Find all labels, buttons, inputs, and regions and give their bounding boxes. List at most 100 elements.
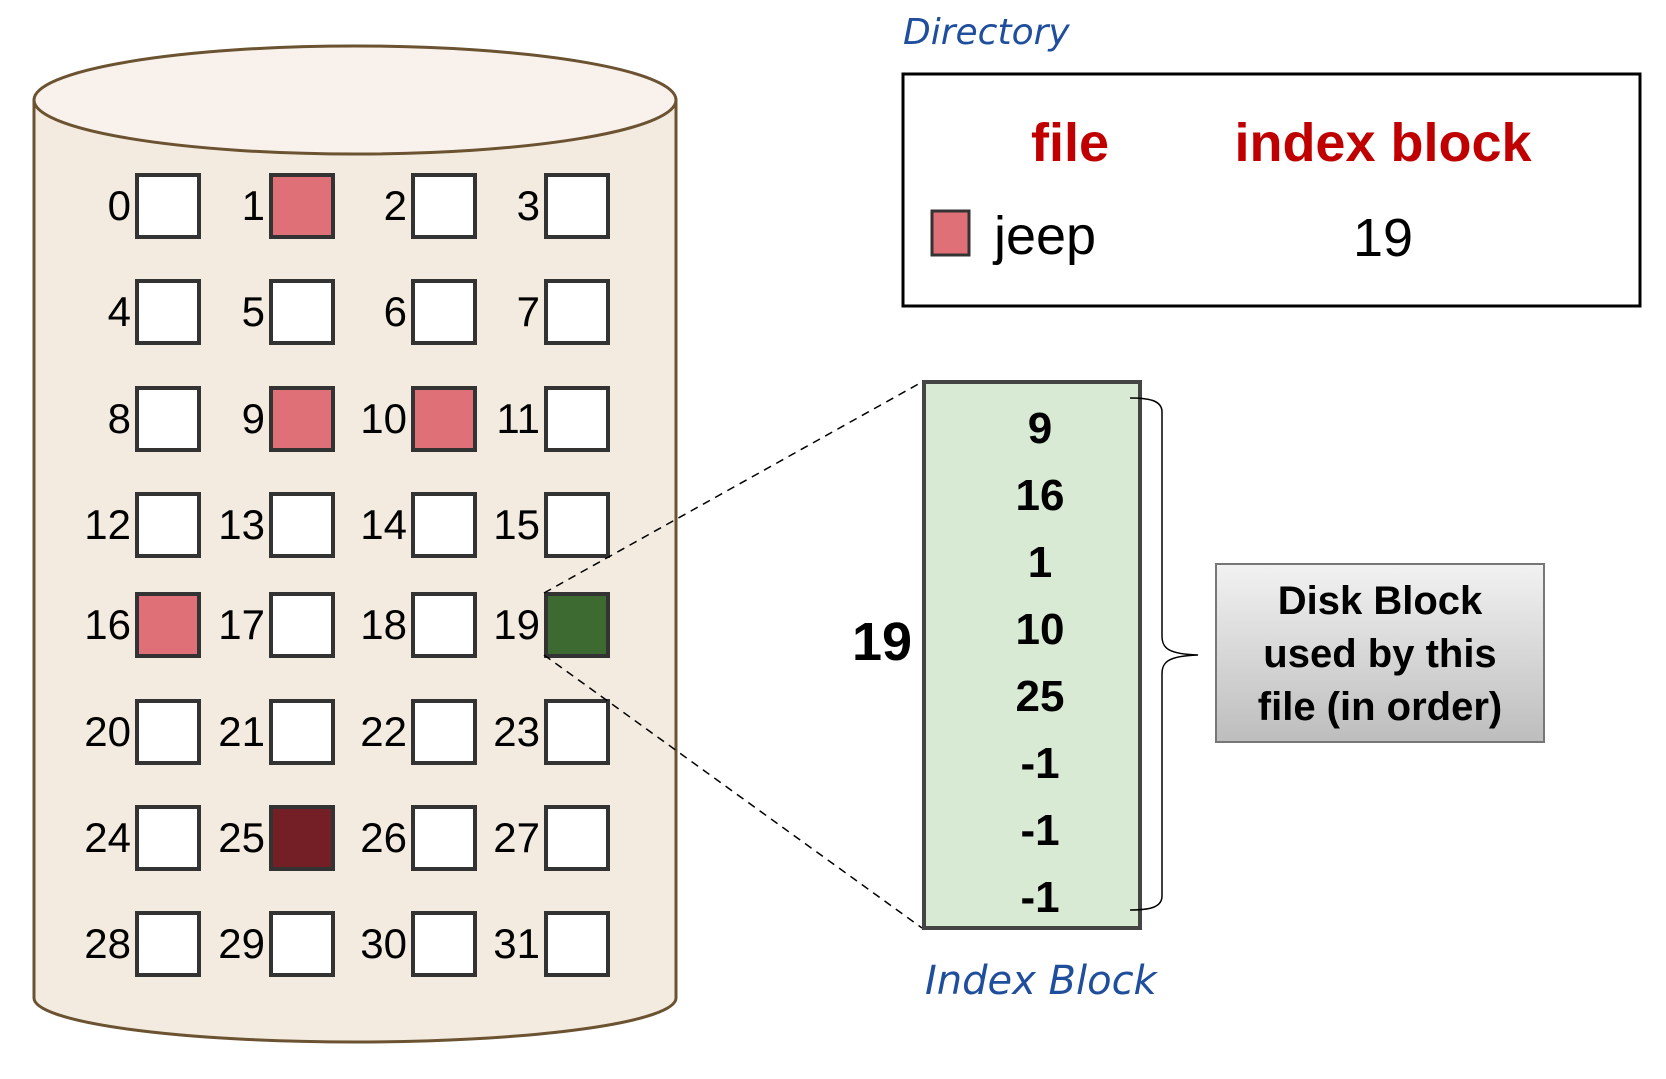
disk-block-number: 25 bbox=[218, 814, 265, 861]
disk-block: 24 bbox=[84, 805, 201, 871]
index-block-box bbox=[922, 380, 1142, 930]
disk-block-box bbox=[135, 386, 201, 452]
disk-block-box bbox=[269, 386, 335, 452]
disk-block-number: 16 bbox=[84, 601, 131, 648]
disk-block-number: 19 bbox=[493, 601, 540, 648]
disk-block: 15 bbox=[493, 492, 610, 558]
disk-block: 7 bbox=[517, 279, 610, 345]
disk-block: 23 bbox=[493, 699, 610, 765]
disk-block: 11 bbox=[496, 386, 610, 452]
directory-label: Directory bbox=[903, 12, 1070, 53]
disk-block-number: 15 bbox=[493, 501, 540, 548]
disk-block-number: 17 bbox=[218, 601, 265, 648]
disk-block-number: 27 bbox=[493, 814, 540, 861]
disk-block-box bbox=[269, 699, 335, 765]
disk-block-number: 10 bbox=[360, 395, 407, 442]
disk-block: 31 bbox=[493, 911, 610, 977]
disk-block-box bbox=[411, 279, 477, 345]
disk-block: 21 bbox=[218, 699, 335, 765]
disk-block-number: 28 bbox=[84, 920, 131, 967]
index-block: 19 9 16 1 10 25 -1 -1 -1 Index Block bbox=[852, 380, 1159, 1004]
index-entry: -1 bbox=[1020, 806, 1059, 855]
disk-block-number: 1 bbox=[242, 182, 265, 229]
disk-block-box bbox=[411, 386, 477, 452]
directory-row-index-block: 19 bbox=[1353, 208, 1413, 268]
jeep-color-swatch bbox=[930, 209, 971, 257]
disk-block-box bbox=[135, 279, 201, 345]
directory-header-file: file bbox=[1031, 113, 1109, 173]
zoom-line-top bbox=[543, 381, 923, 594]
disk-block: 18 bbox=[360, 592, 477, 658]
directory: Directory file index block jeep 19 bbox=[901, 12, 1642, 308]
disk-block-number: 2 bbox=[384, 182, 407, 229]
disk-block: 2 bbox=[384, 173, 477, 239]
zoom-lines bbox=[543, 381, 923, 929]
disk-block: 16 bbox=[84, 592, 201, 658]
disk-block-box bbox=[544, 279, 610, 345]
disk-block-number: 13 bbox=[218, 501, 265, 548]
disk-block: 20 bbox=[84, 699, 201, 765]
disk-block-box bbox=[544, 911, 610, 977]
disk-block-box bbox=[135, 911, 201, 977]
curly-brace bbox=[1129, 397, 1199, 911]
disk-block-box bbox=[411, 492, 477, 558]
disk-block-box bbox=[544, 492, 610, 558]
disk-block: 10 bbox=[360, 386, 477, 452]
callout-line-2: used by this bbox=[1263, 632, 1496, 676]
disk-block-box bbox=[411, 699, 477, 765]
index-block-label: Index Block bbox=[925, 958, 1159, 1004]
index-entry: 1 bbox=[1028, 538, 1052, 587]
disk-block: 28 bbox=[84, 911, 201, 977]
disk-block: 9 bbox=[242, 386, 335, 452]
disk-block-box bbox=[411, 173, 477, 239]
disk-block-number: 31 bbox=[493, 920, 540, 967]
disk-block-box bbox=[269, 805, 335, 871]
disk-block-number: 22 bbox=[360, 708, 407, 755]
disk-block-number: 14 bbox=[360, 501, 407, 548]
directory-table bbox=[901, 72, 1642, 308]
disk-block-box bbox=[135, 492, 201, 558]
zoom-line-bottom bbox=[543, 654, 923, 929]
disk-block-box bbox=[544, 386, 610, 452]
disk-block-number: 30 bbox=[360, 920, 407, 967]
disk-block: 5 bbox=[242, 279, 335, 345]
disk-block: 8 bbox=[108, 386, 201, 452]
disk-block-number: 4 bbox=[108, 288, 131, 335]
disk-block: 12 bbox=[84, 492, 201, 558]
callout-line-3: file (in order) bbox=[1258, 685, 1502, 729]
cylinder-body bbox=[32, 98, 678, 1044]
disk-block-box bbox=[269, 173, 335, 239]
callout-line-1: Disk Block bbox=[1278, 579, 1483, 623]
disk-block-number: 9 bbox=[242, 395, 265, 442]
disk-block: 30 bbox=[360, 911, 477, 977]
disk-block-number: 24 bbox=[84, 814, 131, 861]
disk-block-number: 3 bbox=[517, 182, 540, 229]
directory-header-index-block: index block bbox=[1234, 113, 1532, 173]
disk-block: 6 bbox=[384, 279, 477, 345]
disk-block-number: 7 bbox=[517, 288, 540, 335]
disk-block-number: 18 bbox=[360, 601, 407, 648]
disk-block-box bbox=[135, 592, 201, 658]
disk-block-box bbox=[269, 592, 335, 658]
disk-block-number: 11 bbox=[496, 395, 540, 442]
disk-block-box bbox=[135, 805, 201, 871]
disk-block-number: 6 bbox=[384, 288, 407, 335]
index-entry: 16 bbox=[1016, 471, 1065, 520]
disk-block-box bbox=[269, 279, 335, 345]
index-entry: -1 bbox=[1020, 739, 1059, 788]
disk-block-number: 26 bbox=[360, 814, 407, 861]
disk-block-box bbox=[544, 592, 610, 658]
disk-block-box bbox=[544, 173, 610, 239]
disk-block-box bbox=[135, 173, 201, 239]
disk-block: 26 bbox=[360, 805, 477, 871]
disk-block: 29 bbox=[218, 911, 335, 977]
disk-block-number: 8 bbox=[108, 395, 131, 442]
disk-block-number: 12 bbox=[84, 501, 131, 548]
index-entry: 25 bbox=[1016, 672, 1065, 721]
disk-block-box bbox=[411, 592, 477, 658]
disk-block-box bbox=[411, 911, 477, 977]
